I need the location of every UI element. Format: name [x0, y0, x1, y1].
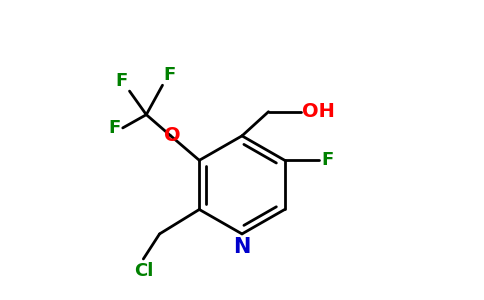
Text: F: F	[164, 66, 176, 84]
Text: OH: OH	[302, 102, 335, 121]
Text: Cl: Cl	[134, 262, 153, 280]
Text: N: N	[233, 237, 251, 257]
Text: F: F	[321, 151, 333, 169]
Text: F: F	[115, 72, 127, 90]
Text: O: O	[164, 126, 181, 146]
Text: F: F	[108, 119, 121, 137]
